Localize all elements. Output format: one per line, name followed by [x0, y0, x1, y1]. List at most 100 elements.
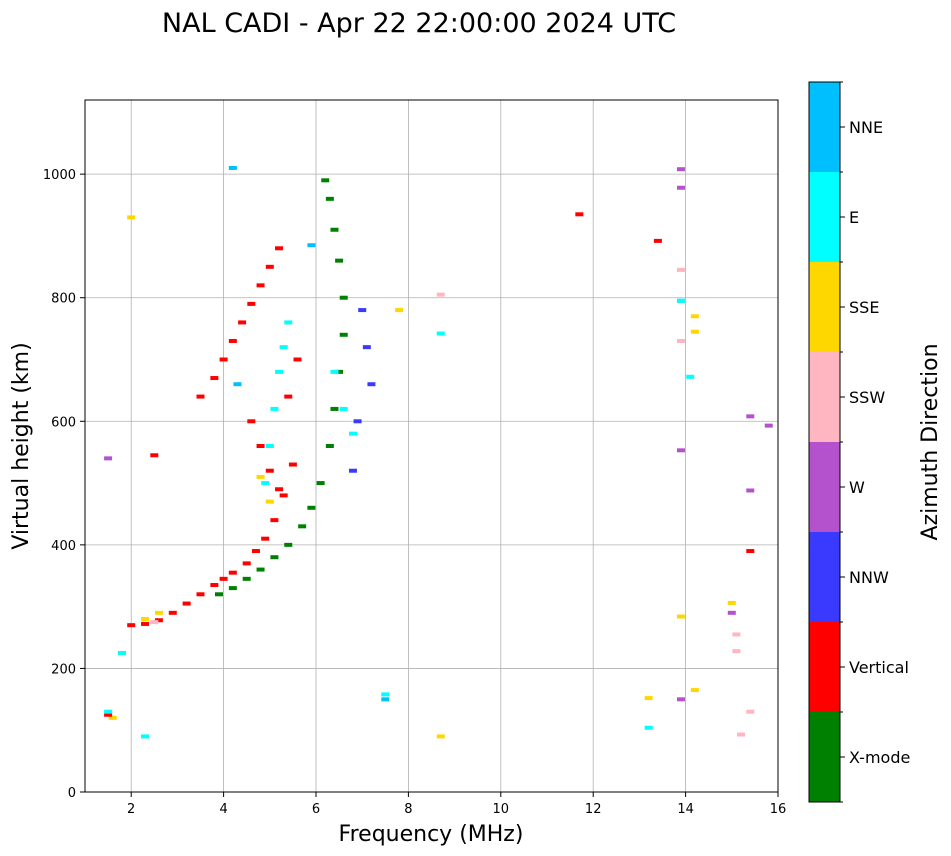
- echo-point-vertical: [256, 444, 265, 448]
- echo-point-x-mode: [330, 227, 339, 232]
- echo-point-e: [339, 406, 348, 411]
- echo-point-e: [381, 692, 390, 697]
- echo-point-nnw: [358, 308, 367, 313]
- echo-point-vertical: [261, 536, 270, 541]
- echo-point-nne: [307, 243, 316, 248]
- echo-point-x-mode: [339, 332, 348, 337]
- echo-point-e: [348, 431, 357, 436]
- echo-point-nnw: [348, 468, 357, 473]
- echo-point-e: [644, 725, 653, 730]
- colorbar-segment: [809, 442, 840, 532]
- x-axis-ticks: 2 4 6 8 10 12 14 16: [127, 792, 786, 817]
- echo-point-sse: [436, 734, 445, 739]
- data-marks: [104, 165, 773, 739]
- echo-point-vertical: [265, 468, 274, 473]
- echo-point-vertical: [293, 357, 302, 362]
- echo-point-e: [265, 444, 274, 448]
- echo-point-vertical: [247, 419, 256, 424]
- echo-point-x-mode: [228, 586, 237, 591]
- x-tick-label: 4: [219, 802, 227, 817]
- echo-point-w: [676, 185, 685, 190]
- y-tick-label: 800: [51, 292, 76, 307]
- echo-point-sse: [154, 610, 163, 615]
- echo-point-vertical: [275, 246, 284, 251]
- echo-point-ssw: [436, 292, 445, 297]
- echo-point-vertical: [182, 601, 191, 606]
- echo-point-nne: [228, 165, 237, 170]
- echo-point-vertical: [228, 338, 237, 343]
- echo-point-sse: [395, 308, 404, 313]
- echo-point-ssw: [732, 632, 741, 637]
- echo-point-vertical: [284, 394, 293, 399]
- x-tick-label: 2: [127, 802, 135, 817]
- x-axis-label: Frequency (MHz): [339, 822, 524, 847]
- echo-point-x-mode: [316, 481, 325, 486]
- echo-point-vertical: [196, 394, 205, 399]
- colorbar-label: E: [849, 208, 859, 227]
- grid: [85, 100, 779, 793]
- colorbar-label: SSW: [849, 388, 885, 407]
- echo-point-e: [686, 374, 695, 379]
- colorbar-segment: [809, 262, 840, 352]
- echo-point-vertical: [746, 549, 755, 554]
- echo-point-vertical: [127, 623, 136, 628]
- echo-point-e: [279, 345, 288, 350]
- echo-point-ssw: [737, 732, 746, 737]
- echo-point-vertical: [228, 570, 237, 575]
- echo-point-x-mode: [330, 406, 339, 411]
- x-tick-label: 10: [493, 802, 510, 817]
- x-tick-label: 16: [770, 802, 787, 817]
- y-tick-label: 400: [51, 539, 76, 554]
- colorbar-segment: [809, 712, 840, 802]
- x-tick-label: 12: [585, 802, 602, 817]
- colorbar-title: Azimuth Direction: [918, 343, 943, 540]
- x-tick-label: 8: [404, 802, 412, 817]
- x-tick-label: 6: [312, 802, 320, 817]
- echo-point-vertical: [219, 576, 228, 581]
- echo-point-x-mode: [256, 567, 265, 572]
- colorbar-segment: [809, 82, 840, 172]
- echo-point-vertical: [256, 283, 265, 288]
- echo-point-x-mode: [298, 524, 307, 529]
- echo-point-vertical: [168, 610, 177, 615]
- colorbar-frame: [808, 81, 841, 803]
- echo-point-ssw: [676, 338, 685, 343]
- echo-point-sse: [127, 215, 136, 220]
- echo-point-vertical: [242, 561, 251, 566]
- echo-point-nne: [381, 697, 390, 702]
- colorbar-segment: [809, 352, 840, 442]
- echo-point-vertical: [154, 618, 163, 623]
- colorbar-segment: [809, 172, 840, 262]
- echo-point-nne: [233, 382, 242, 387]
- echo-point-w: [746, 488, 755, 493]
- y-tick-label: 1000: [43, 168, 76, 183]
- echo-point-w: [764, 423, 773, 428]
- echo-point-e: [275, 369, 284, 374]
- echo-point-sse: [265, 499, 274, 504]
- y-axis-label: Virtual height (km): [9, 342, 34, 549]
- colorbar-label: SSE: [849, 298, 879, 317]
- echo-point-vertical: [653, 238, 662, 243]
- colorbar: X-mode Vertical NNW W SSW SSE E NNE: [808, 81, 910, 803]
- echo-point-x-mode: [335, 258, 344, 263]
- echo-point-vertical: [279, 493, 288, 498]
- echo-point-e: [330, 369, 339, 374]
- plot-frame: [84, 99, 779, 793]
- echo-point-vertical: [275, 487, 284, 492]
- echo-point-vertical: [150, 453, 159, 458]
- y-tick-label: 200: [51, 662, 76, 677]
- echo-point-e: [104, 709, 113, 714]
- echo-point-e: [284, 320, 293, 325]
- echo-point-e: [261, 481, 270, 486]
- echo-point-vertical: [141, 621, 150, 626]
- y-tick-label: 0: [68, 786, 76, 801]
- echo-point-x-mode: [214, 592, 223, 597]
- plot-area: [85, 100, 778, 792]
- echo-point-x-mode: [325, 444, 334, 448]
- echo-point-e: [270, 406, 279, 411]
- echo-point-nnw: [362, 345, 371, 350]
- echo-point-vertical: [270, 518, 279, 523]
- colorbar-label: NNE: [849, 118, 883, 137]
- echo-point-sse: [690, 329, 699, 334]
